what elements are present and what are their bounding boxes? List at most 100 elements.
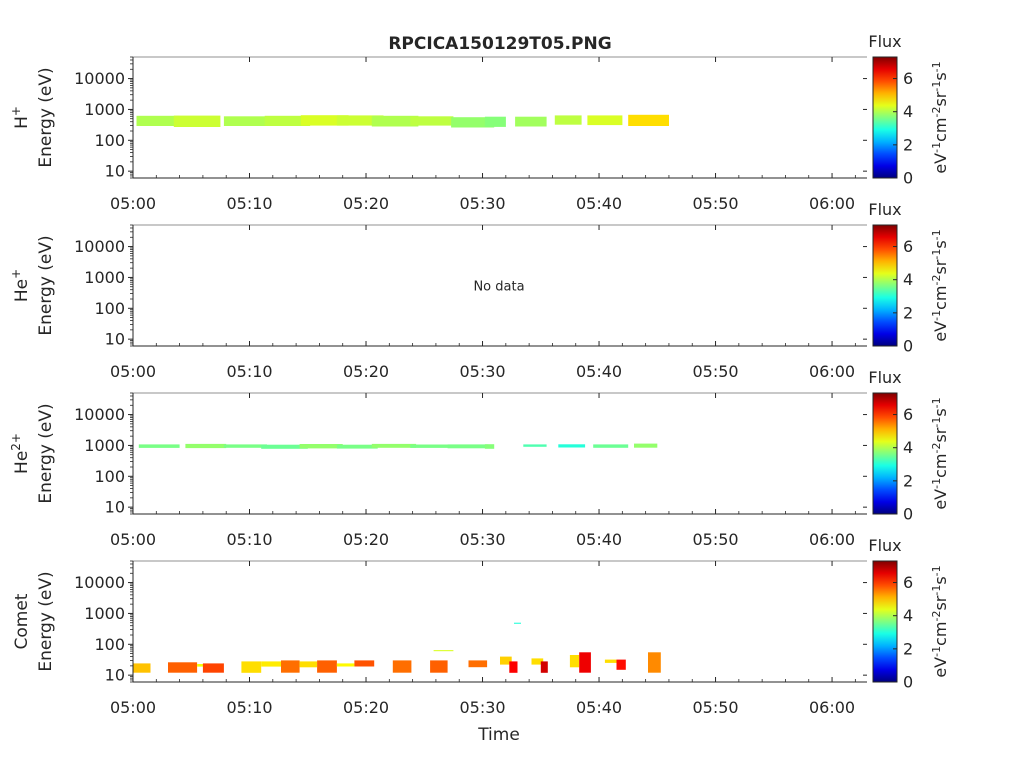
heatmap-cell — [136, 115, 180, 126]
figure-title: RPCICA150129T05.PNG — [388, 34, 611, 54]
heatmap-cell — [587, 115, 623, 126]
unit-base: s — [931, 408, 950, 416]
x-tick-label: 05:30 — [459, 194, 505, 213]
heatmap-cell — [554, 115, 582, 125]
colorbar-title: Flux — [868, 536, 901, 555]
y-axis-species-label: Comet — [12, 593, 32, 649]
y-tick-label: 10 — [105, 162, 125, 181]
y-tick-label: 10000 — [74, 573, 125, 592]
heatmap-cell — [604, 659, 617, 663]
x-tick-label: 06:00 — [809, 530, 855, 549]
colorbar-title: Flux — [868, 200, 901, 219]
x-tick-label: 06:00 — [809, 362, 855, 381]
unit-exponent: -1 — [930, 229, 943, 240]
heatmap-cell — [616, 659, 626, 670]
heatmap-cell — [509, 661, 518, 673]
x-tick-label: 05:40 — [576, 698, 622, 717]
x-tick-label: 05:30 — [459, 698, 505, 717]
heatmap-cell — [540, 661, 548, 673]
heatmap-cell — [648, 652, 661, 673]
unit-base: s — [931, 576, 950, 584]
unit-exponent: -2 — [930, 107, 943, 118]
y-tick-label: 100 — [94, 467, 125, 486]
heatmap-cell — [223, 444, 267, 448]
unit-base: eV — [931, 321, 950, 342]
colorbar-tick-label: 6 — [903, 237, 913, 256]
colorbar-tick-label: 4 — [903, 102, 913, 121]
y-axis-energy-label: Energy (eV) — [36, 571, 56, 671]
heatmap-cell — [523, 444, 547, 447]
species-name: He — [12, 279, 32, 302]
colorbar-tick-label: 2 — [903, 303, 913, 322]
heatmap-cell — [514, 622, 521, 624]
x-tick-label: 05:50 — [692, 530, 738, 549]
unit-base: sr — [931, 595, 950, 610]
colorbar-scale — [872, 224, 898, 347]
species-charge: + — [9, 106, 23, 116]
x-tick-label: 05:40 — [576, 530, 622, 549]
x-tick-label: 05:00 — [110, 530, 156, 549]
colorbar-tick-label: 6 — [903, 405, 913, 424]
heatmap-cell — [531, 658, 544, 665]
colorbar-scale — [872, 560, 898, 683]
panel-3: 10 100 1000 10000 05:00 05:10 05:20 05:30 05:40 0… — [9, 392, 867, 549]
unit-exponent: -1 — [930, 565, 943, 576]
species-name: He — [12, 451, 32, 474]
heatmap-cell — [299, 661, 318, 668]
heatmap-cell — [392, 660, 412, 673]
x-tick-label: 05:10 — [226, 530, 272, 549]
heatmap-cell — [468, 660, 488, 668]
no-data-annotation: No data — [473, 280, 524, 295]
y-tick-label: 1000 — [84, 436, 125, 455]
y-tick-label: 1000 — [84, 268, 125, 287]
heatmap-cell — [484, 116, 506, 127]
heatmap-cell — [299, 444, 343, 449]
species-name: Comet — [12, 593, 32, 649]
x-tick-label: 05:20 — [343, 530, 389, 549]
colorbar-unit-label: eV-1cm-2sr-1s-1 — [930, 565, 950, 677]
heatmap-cell — [484, 444, 495, 449]
x-tick-label: 05:00 — [110, 194, 156, 213]
heatmap-cell — [579, 652, 591, 673]
unit-exponent: -1 — [930, 585, 943, 596]
y-tick-label: 10000 — [74, 69, 125, 88]
x-tick-label: 05:00 — [110, 362, 156, 381]
heatmap-cell — [515, 116, 547, 127]
unit-base: sr — [931, 427, 950, 442]
heatmap-cell — [410, 116, 454, 126]
colorbar-tick-label: 2 — [903, 639, 913, 658]
panels-group: 10 100 1000 10000 05:00 05:10 05:20 05:30 05:40 0… — [9, 32, 950, 717]
colorbar-scale — [872, 392, 898, 515]
y-tick-label: 10 — [105, 330, 125, 349]
heatmap-cell — [569, 655, 580, 668]
y-tick-label: 10 — [105, 498, 125, 517]
heatmap-cell — [300, 115, 349, 126]
colorbar-tick-label: 4 — [903, 438, 913, 457]
y-tick-label: 10 — [105, 666, 125, 685]
colorbar-scale — [872, 56, 898, 179]
colorbar-tick-label: 6 — [903, 573, 913, 592]
y-axis-energy-label: Energy (eV) — [36, 235, 56, 335]
panel-1: 10 100 1000 10000 05:00 05:10 05:20 05:30 05:40 0… — [9, 56, 867, 213]
heatmap-cell — [185, 443, 227, 449]
heatmap-cell — [281, 660, 300, 673]
colorbar-title: Flux — [868, 32, 901, 51]
heatmap-cell — [410, 444, 454, 448]
species-name: H — [12, 116, 32, 129]
x-tick-label: 06:00 — [809, 698, 855, 717]
y-axis-energy-label: Energy (eV) — [36, 67, 56, 167]
x-tick-label: 05:30 — [459, 530, 505, 549]
x-tick-label: 05:10 — [226, 194, 272, 213]
x-axis-label: Time — [477, 725, 520, 745]
panel-4: 10 100 1000 10000 05:00 05:10 05:20 05:30 05:40 0… — [12, 560, 867, 717]
colorbar-tick-label: 2 — [903, 471, 913, 490]
unit-exponent: -1 — [930, 478, 943, 489]
unit-exponent: -1 — [930, 397, 943, 408]
x-tick-label: 05:20 — [343, 698, 389, 717]
heatmap-cell — [500, 656, 512, 665]
colorbar-unit-label: eV-1cm-2sr-1s-1 — [930, 397, 950, 509]
colorbar-unit-label: eV-1cm-2sr-1s-1 — [930, 229, 950, 341]
